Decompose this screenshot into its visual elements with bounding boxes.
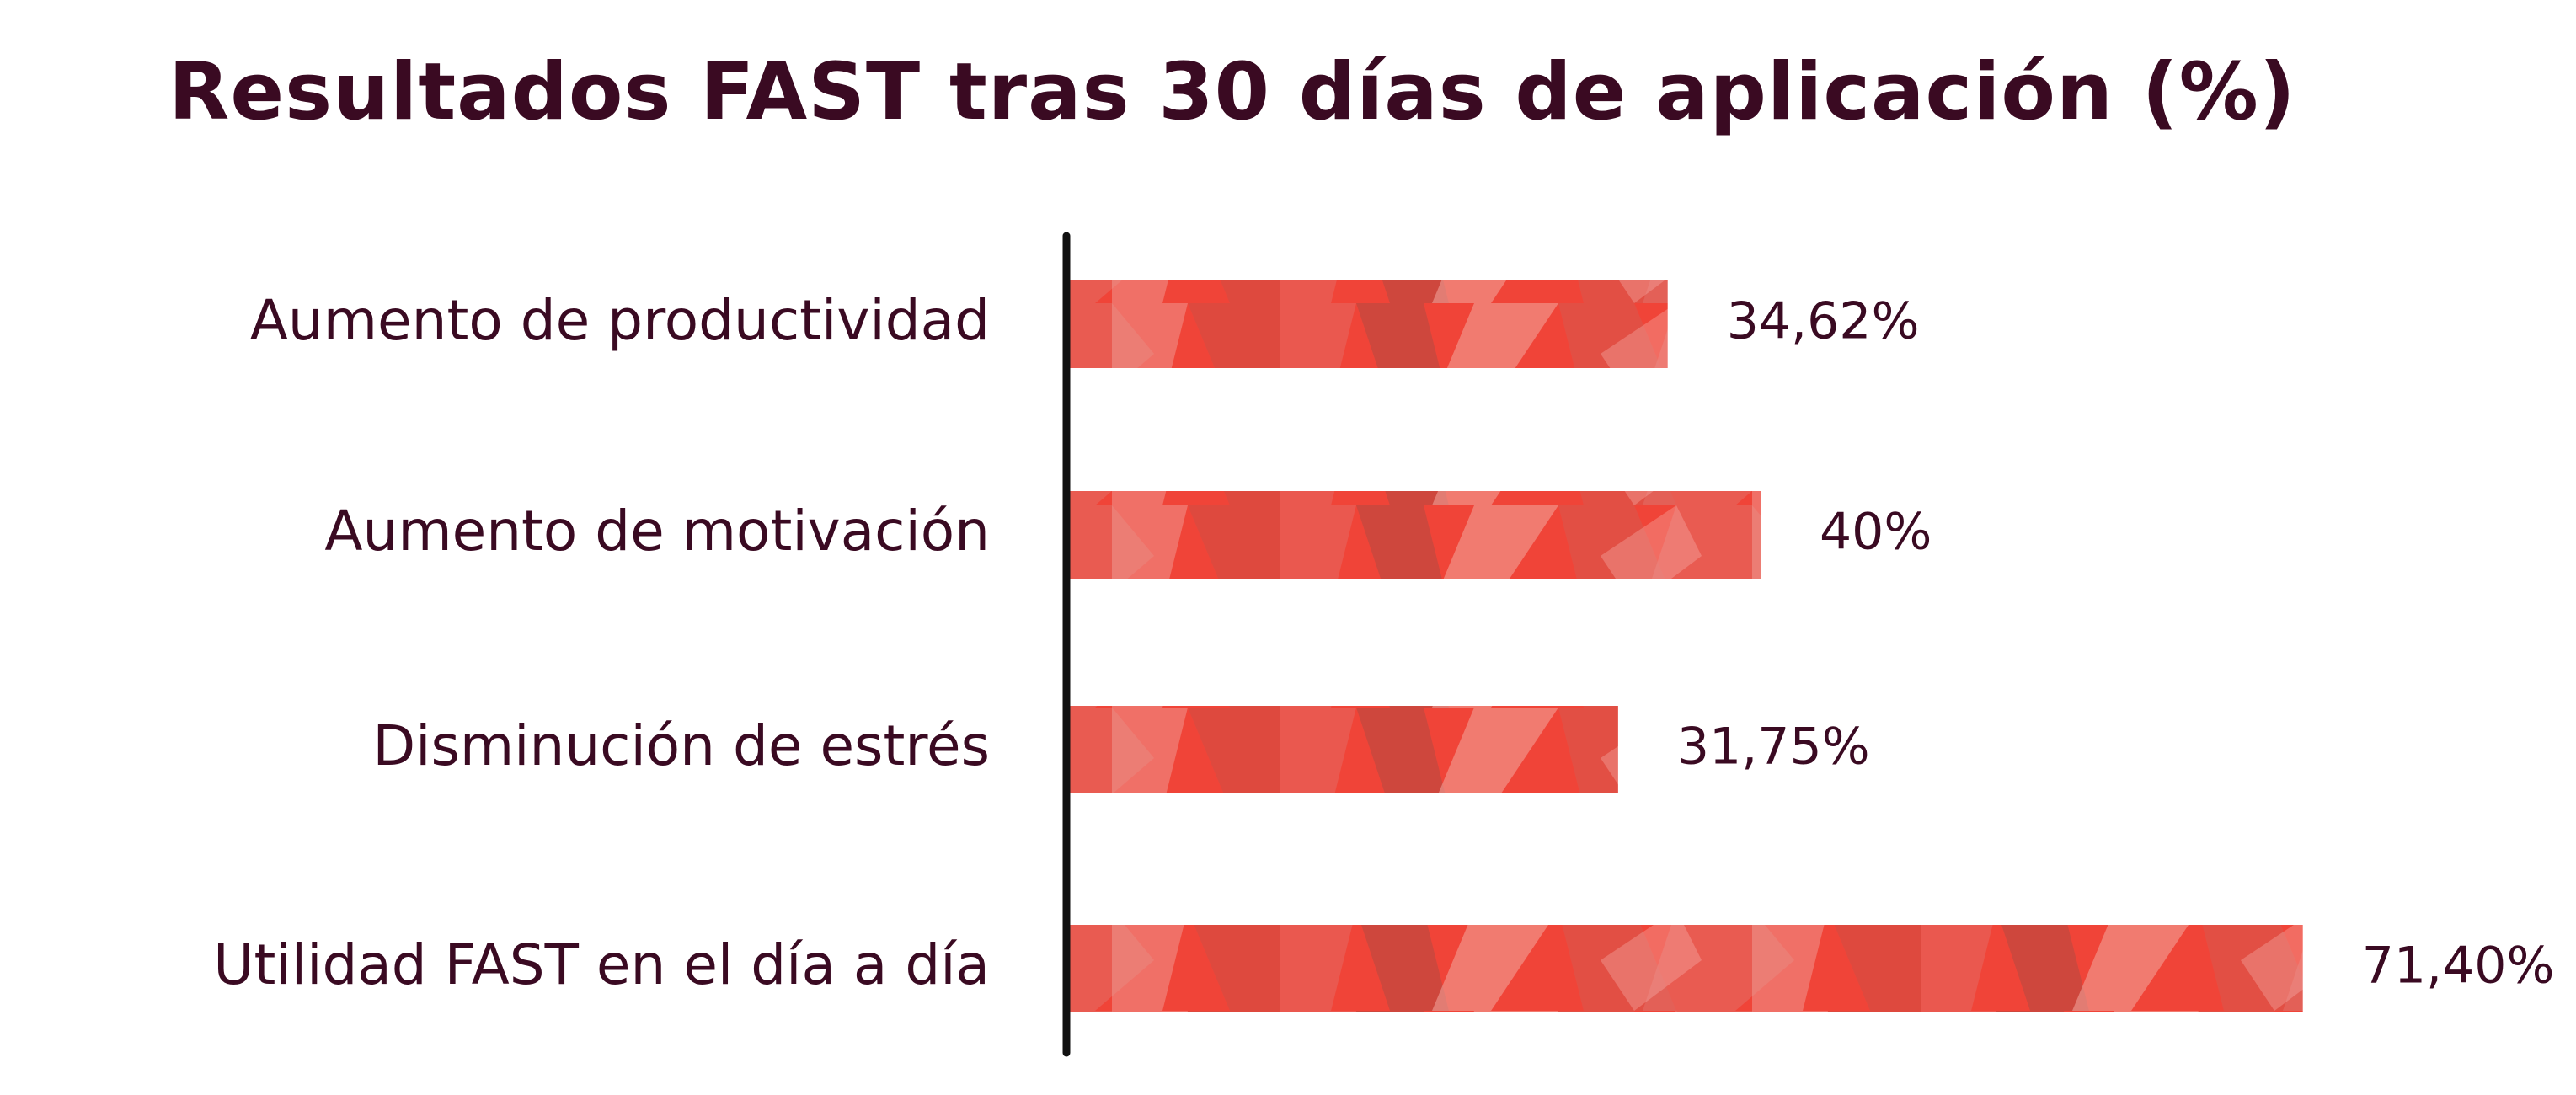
bars-layer: Aumento de productividad 34,62% Aumento de… bbox=[213, 280, 2554, 1012]
chart-title: Resultados FAST tras 30 días de aplicaci… bbox=[168, 46, 2296, 138]
bar-1 bbox=[1070, 280, 1668, 368]
category-label-2: Aumento de motivación bbox=[324, 499, 990, 564]
category-label-1: Aumento de productividad bbox=[250, 288, 990, 353]
bar-2 bbox=[1070, 491, 1761, 579]
category-label-4: Utilidad FAST en el día a día bbox=[213, 932, 990, 997]
category-label-3: Disminución de estrés bbox=[372, 713, 990, 778]
value-label-4: 71,40% bbox=[2362, 937, 2555, 996]
value-label-3: 31,75% bbox=[1677, 718, 1870, 777]
bar-3 bbox=[1070, 706, 1618, 793]
value-label-1: 34,62% bbox=[1727, 292, 1920, 351]
value-label-2: 40% bbox=[1820, 503, 1932, 562]
bar-4 bbox=[1070, 925, 2303, 1012]
